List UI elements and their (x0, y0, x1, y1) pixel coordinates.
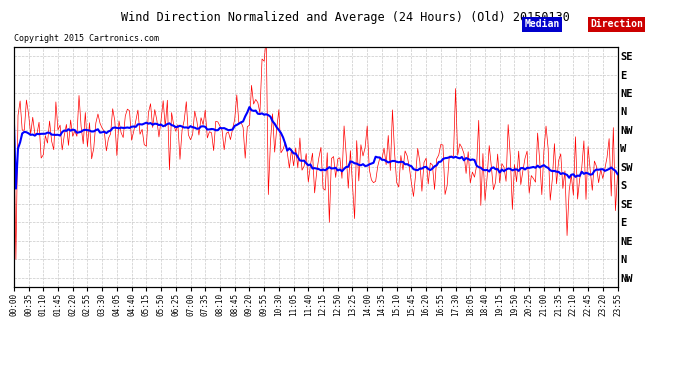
Text: Median: Median (524, 20, 560, 29)
Text: Copyright 2015 Cartronics.com: Copyright 2015 Cartronics.com (14, 34, 159, 43)
Text: Direction: Direction (590, 20, 643, 29)
Text: Wind Direction Normalized and Average (24 Hours) (Old) 20150130: Wind Direction Normalized and Average (2… (121, 11, 569, 24)
